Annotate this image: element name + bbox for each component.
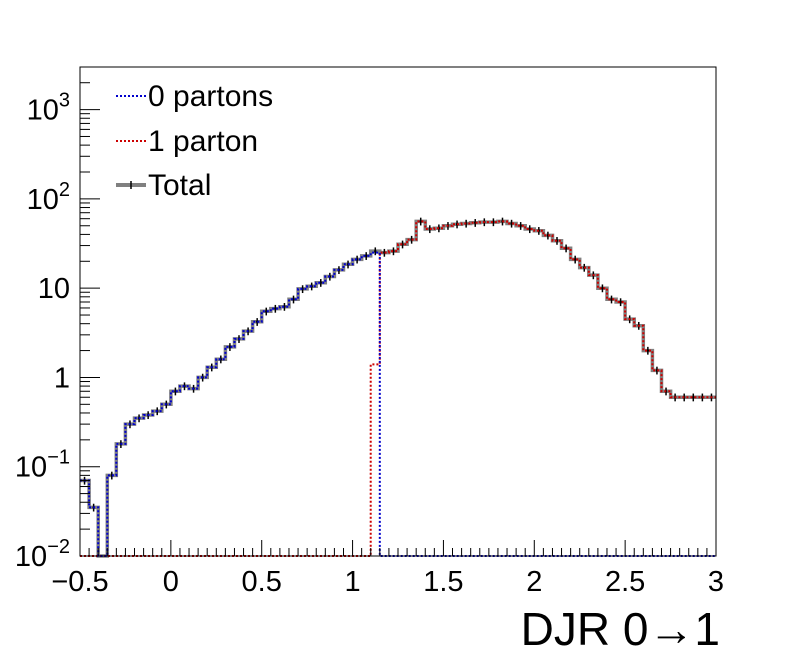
data-point <box>564 247 568 250</box>
x-tick-label: 3 <box>708 566 724 598</box>
series-layer <box>80 217 716 558</box>
series-line-0-partons <box>80 251 716 557</box>
y-tick-label: 10 <box>38 273 70 305</box>
data-point <box>374 249 377 253</box>
y-tick-label: 102 <box>27 179 70 216</box>
data-point <box>573 258 577 261</box>
data-point <box>646 349 650 352</box>
data-point <box>519 224 522 227</box>
data-point <box>419 220 422 223</box>
data-point <box>601 286 604 290</box>
data-point <box>274 307 277 310</box>
x-tick-label: 1 <box>345 566 361 598</box>
data-point <box>692 396 695 399</box>
y-tick-label: 10−1 <box>15 447 70 484</box>
x-axis-title: DJR 0→1 <box>521 603 720 655</box>
data-point <box>292 298 295 301</box>
x-tick-label: 2 <box>526 566 542 598</box>
data-point <box>365 254 368 258</box>
x-tick-label: −0.5 <box>51 566 108 598</box>
legend: 0 partons 1 parton Total <box>116 80 273 202</box>
y-tick-label: 10−2 <box>15 536 70 573</box>
x-tick-label: 1.5 <box>423 566 463 598</box>
legend-label: 0 partons <box>148 80 273 113</box>
y-tick-label: 103 <box>27 90 70 127</box>
x-tick-label: 2.5 <box>605 566 645 598</box>
data-point <box>528 227 531 231</box>
y-tick-label: 1 <box>54 362 70 394</box>
legend-label: Total <box>148 169 211 202</box>
plot-frame <box>79 66 717 557</box>
data-point <box>619 300 622 304</box>
x-tick-label: 0.5 <box>242 566 282 598</box>
data-point <box>610 298 613 301</box>
x-tick-label: 0 <box>163 566 179 598</box>
axes-layer: −0.5 0 0.5 1 1.5 2 2.5 3 10−2 10−1 1 10 102 103 <box>15 66 724 598</box>
legend-label: 1 parton <box>148 125 258 158</box>
